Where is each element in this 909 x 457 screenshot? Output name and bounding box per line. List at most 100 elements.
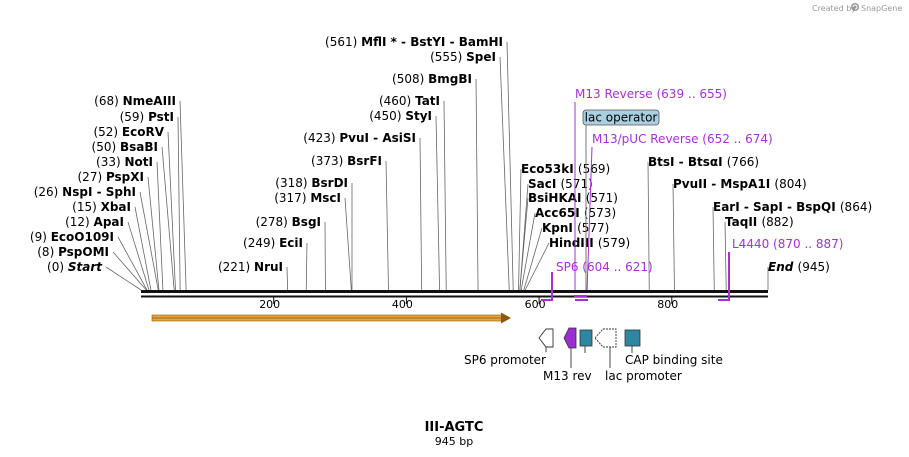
enzyme-leader-line xyxy=(419,137,423,291)
enzyme-label: EarI - SapI - BspQI (864) xyxy=(713,200,872,214)
enzyme-leader-line xyxy=(385,160,389,291)
enzyme-site[interactable]: (508) BmgBI xyxy=(392,72,479,291)
ruler-tick-label: 800 xyxy=(657,298,678,311)
sp6-promoter-label: SP6 promoter xyxy=(464,353,546,367)
enzyme-label: (317) MscI xyxy=(274,191,341,205)
primer-feature[interactable]: L4440 (870 .. 887) xyxy=(732,237,843,251)
enzyme-site[interactable]: (50) BsaBI xyxy=(92,140,175,291)
primer-label: L4440 (870 .. 887) xyxy=(732,237,843,251)
ruler-tick-label: 400 xyxy=(392,298,413,311)
enzyme-leader-line xyxy=(518,168,522,291)
enzyme-site[interactable]: TaqII (882) xyxy=(724,215,794,291)
enzyme-leader-line xyxy=(499,56,510,291)
enzyme-site[interactable]: KpnI (577) xyxy=(523,221,610,291)
bottom-feature-leaders xyxy=(545,346,633,368)
enzyme-label: (508) BmgBI xyxy=(392,72,472,86)
primer-label: M13/pUC Reverse (652 .. 674) xyxy=(592,132,773,146)
enzyme-site[interactable]: (0) Start xyxy=(47,260,142,291)
enzyme-site[interactable]: SacI (571) xyxy=(519,177,593,291)
lac-promoter-icon[interactable] xyxy=(594,328,617,348)
enzyme-site[interactable]: (15) XbaI xyxy=(72,200,152,291)
enzyme-leader-line xyxy=(161,146,175,291)
enzyme-site[interactable]: End (945) xyxy=(767,260,830,291)
sp6-promoter-icon[interactable] xyxy=(538,328,554,348)
enzyme-site[interactable]: (317) MscI xyxy=(274,191,352,291)
enzyme-leader-line xyxy=(523,227,543,291)
enzyme-label: BtsI - BtsαI (766) xyxy=(648,155,759,169)
enzyme-label: Acc65I (573) xyxy=(535,206,616,220)
enzyme-site[interactable]: PvuII - MspA1I (804) xyxy=(672,177,807,291)
enzyme-label: SacI (571) xyxy=(528,177,593,191)
enzyme-site[interactable]: (9) EcoO109I xyxy=(30,230,148,291)
lac-operator-box[interactable]: lac operator xyxy=(582,109,660,126)
enzyme-site[interactable]: (12) ApaI xyxy=(65,215,150,291)
enzyme-label: (373) BsrFI xyxy=(311,154,382,168)
enzyme-label: (59) PstI xyxy=(120,110,174,124)
lac-operator-feature-icon[interactable] xyxy=(579,329,593,347)
enzyme-label: Eco53kI (569) xyxy=(521,162,610,176)
enzyme-leader-line xyxy=(156,161,164,291)
enzyme-site[interactable]: (318) BsrDI xyxy=(275,176,353,291)
primer-leader-line xyxy=(586,146,593,293)
enzyme-leader-line xyxy=(286,266,289,291)
enzyme-label: (460) TatI xyxy=(379,94,440,108)
enzyme-label: (278) BsgI xyxy=(256,215,321,229)
enzyme-site[interactable]: (460) TatI xyxy=(379,94,447,291)
enzyme-label: BsiHKAI (571) xyxy=(528,191,618,205)
enzyme-site[interactable]: EarI - SapI - BspQI (864) xyxy=(712,200,872,291)
enzyme-site[interactable]: (68) NmeAIII xyxy=(94,94,187,291)
orf-arrow[interactable] xyxy=(151,312,511,324)
ruler-tick-label: 200 xyxy=(259,298,280,311)
primer-feature[interactable]: M13/pUC Reverse (652 .. 674) xyxy=(586,132,773,293)
enzyme-leader-line xyxy=(524,242,550,291)
enzyme-site[interactable]: (221) NruI xyxy=(218,260,289,291)
ruler: 200 400 600 800 xyxy=(259,296,678,311)
enzyme-label: End (945) xyxy=(768,260,830,274)
enzyme-site[interactable]: (373) BsrFI xyxy=(311,154,389,291)
enzyme-site[interactable]: BtsI - BtsαI (766) xyxy=(647,155,759,291)
lac-promoter-label: lac promoter xyxy=(605,369,682,383)
enzyme-leader-line xyxy=(117,236,148,291)
enzyme-label: (50) BsaBI xyxy=(92,140,158,154)
enzyme-leader-line xyxy=(112,251,147,291)
cap-binding-site-icon[interactable] xyxy=(624,329,641,347)
enzyme-site[interactable]: (52) EcoRV xyxy=(93,125,176,291)
enzyme-leader-line xyxy=(443,100,447,291)
enzyme-site[interactable]: Acc65I (573) xyxy=(520,206,616,291)
enzyme-site[interactable]: (8) PspOMI xyxy=(37,245,147,291)
enzyme-site[interactable]: (423) PvuI - AsiSI xyxy=(303,131,423,291)
enzyme-site[interactable]: (249) EciI xyxy=(243,236,308,291)
enzyme-site[interactable]: (450) StyI xyxy=(369,109,440,291)
primer-feature[interactable]: SP6 (604 .. 621) xyxy=(556,260,653,274)
enzyme-leader-line xyxy=(712,206,715,291)
enzyme-site[interactable]: (561) MflI * - BstYI - BamHI xyxy=(325,35,514,291)
enzyme-leader-line xyxy=(519,197,529,291)
enzyme-site[interactable]: (555) SpeI xyxy=(430,50,510,291)
enzyme-leader-line xyxy=(139,191,159,291)
enzyme-label: (52) EcoRV xyxy=(93,125,164,139)
primer-feature[interactable]: M13 Reverse (639 .. 655) xyxy=(574,87,727,292)
enzyme-site[interactable]: (26) NspI - SphI xyxy=(34,185,159,291)
enzyme-label: (423) PvuI - AsiSI xyxy=(303,131,416,145)
snapgene-logo-icon xyxy=(851,3,859,11)
enzyme-label: (0) Start xyxy=(47,260,103,274)
enzyme-leader-line xyxy=(105,266,142,291)
enzyme-site[interactable]: (33) NotI xyxy=(96,155,164,291)
enzyme-leader-line xyxy=(520,212,536,291)
enzyme-leader-line xyxy=(134,206,152,291)
enzyme-site[interactable]: (59) PstI xyxy=(120,110,181,291)
enzyme-leader-line xyxy=(179,100,187,291)
enzyme-leader-line xyxy=(344,197,352,291)
m13-rev-icon[interactable] xyxy=(563,327,577,349)
enzyme-label: TaqII (882) xyxy=(725,215,794,229)
enzyme-leader-line xyxy=(475,78,479,291)
enzyme-site[interactable]: (278) BsgI xyxy=(256,215,326,291)
enzyme-labels: (0) Start(8) PspOMI(9) EcoO109I(12) ApaI… xyxy=(30,35,872,291)
enzyme-label: (221) NruI xyxy=(218,260,283,274)
enzyme-site[interactable]: BsiHKAI (571) xyxy=(519,191,618,291)
enzyme-leader-line xyxy=(167,131,176,291)
enzyme-label: (555) SpeI xyxy=(430,50,496,64)
enzyme-label: HindIII (579) xyxy=(549,236,630,250)
enzyme-site[interactable]: (27) PspXI xyxy=(78,170,160,291)
